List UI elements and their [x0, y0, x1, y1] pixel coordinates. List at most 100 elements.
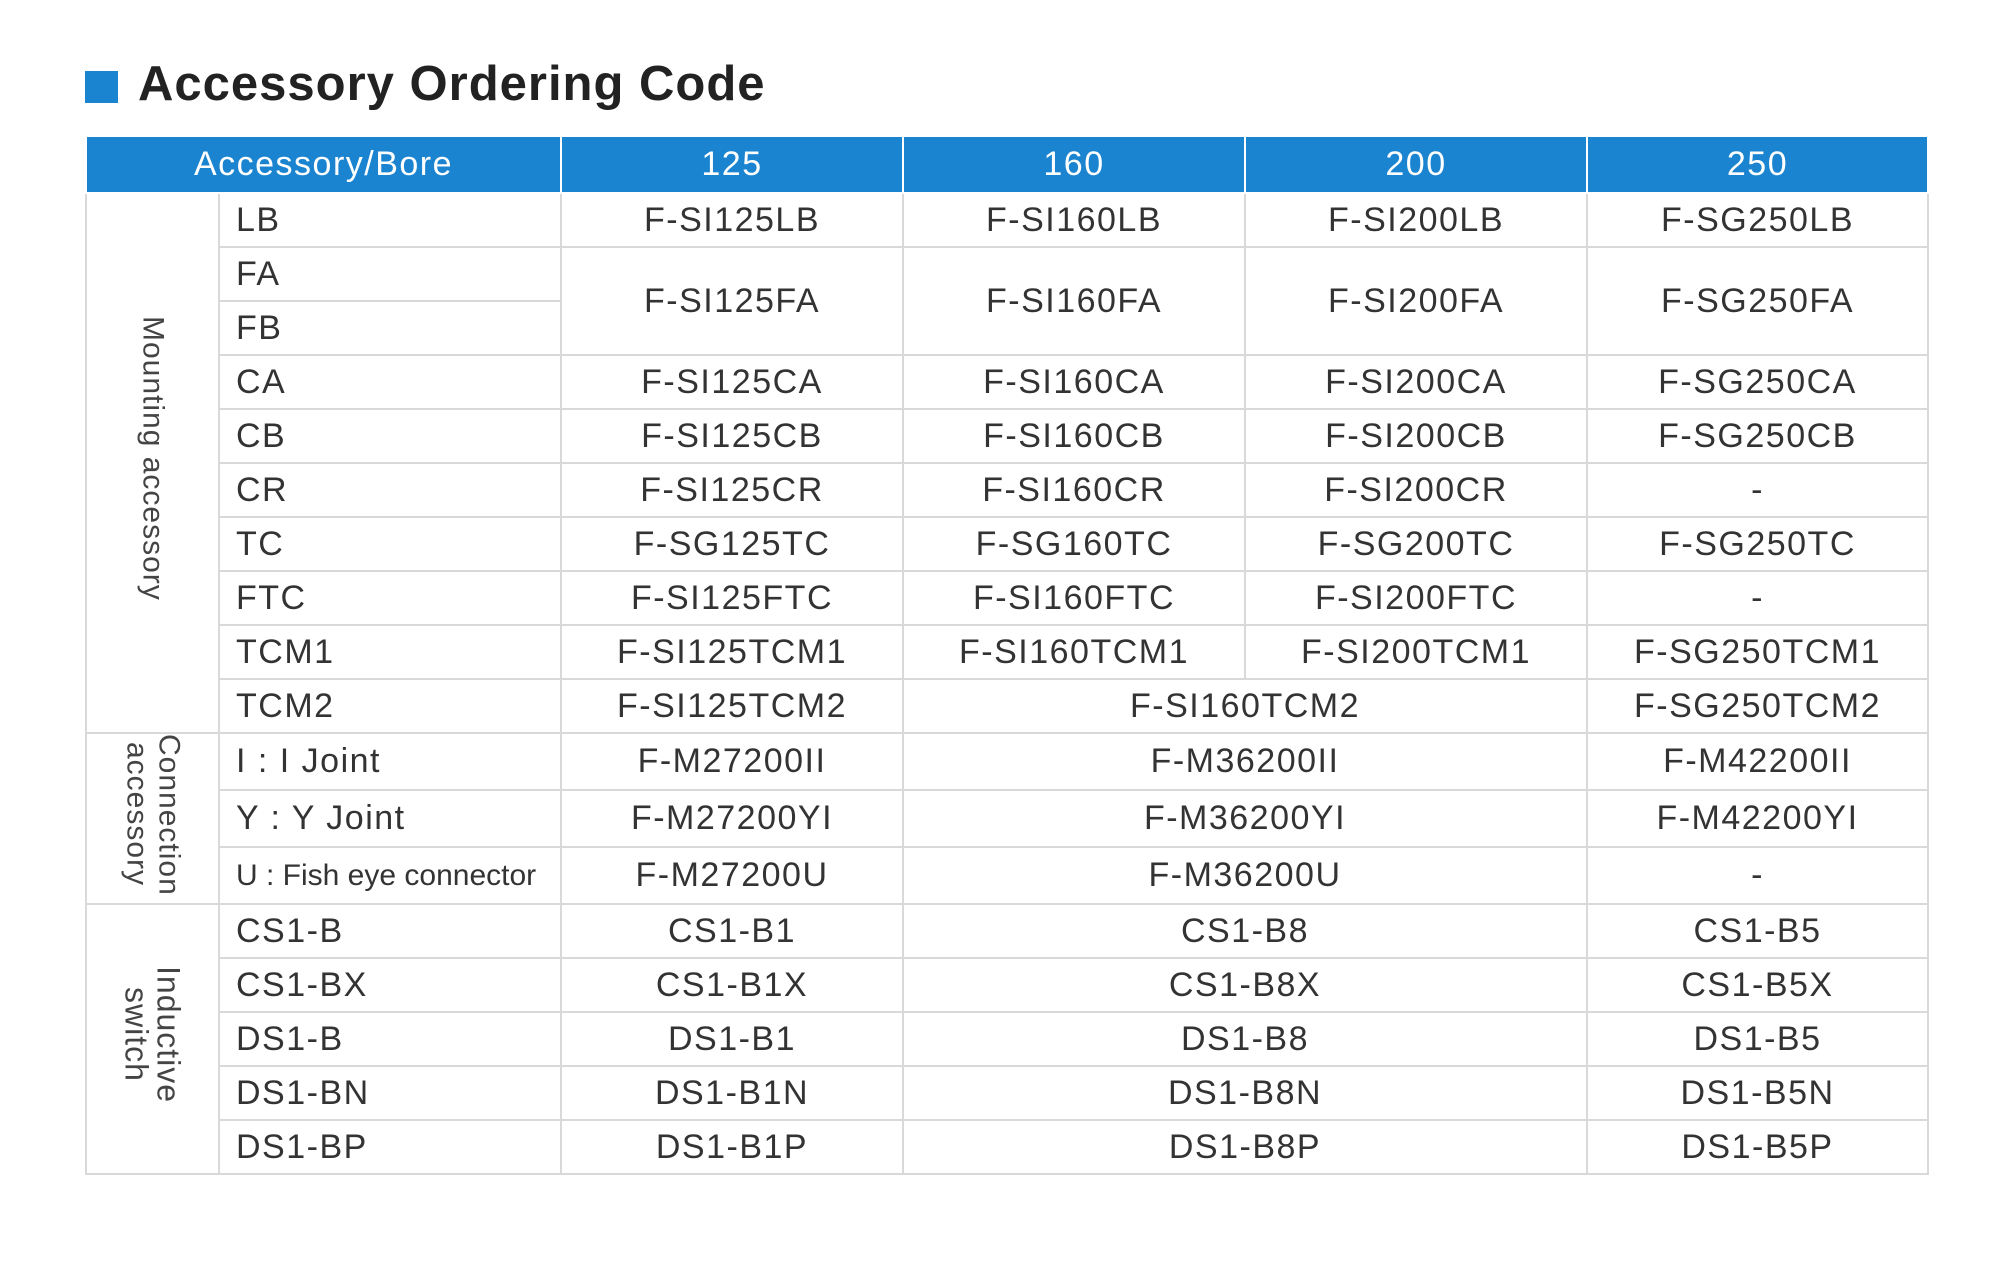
code-cell: CS1-B1 — [560, 903, 904, 959]
code-cell: F-SI160CR — [902, 462, 1246, 518]
header-cell: 160 — [902, 137, 1246, 194]
code-cell: CS1-B1X — [560, 957, 904, 1013]
row-label: U : Fish eye connector — [218, 846, 562, 905]
code-cell: CS1-B8X — [902, 957, 1588, 1013]
ordering-table: Accessory/Bore 125 160 200 250 Mounting acces… — [85, 137, 1929, 1175]
code-cell: F-SI125TCM1 — [560, 624, 904, 680]
code-cell: F-M27200YI — [560, 789, 904, 848]
row-label: FA — [218, 246, 562, 302]
code-cell: F-SI200FA — [1244, 246, 1588, 356]
code-cell: F-SI160FA — [902, 246, 1246, 356]
table-row: CS1-BX CS1-B1X CS1-B8X CS1-B5X — [86, 957, 1929, 1013]
code-cell: F-SI125CR — [560, 462, 904, 518]
code-cell: F-SI160CB — [902, 408, 1246, 464]
group-label: Connection accessory — [120, 734, 186, 896]
code-cell: F-M36200YI — [902, 789, 1588, 848]
header-cell: 250 — [1586, 137, 1929, 194]
table-row: Mounting accessory LB F-SI125LB F-SI160LB F-… — [85, 192, 1929, 734]
code-cell: DS1-B1N — [560, 1065, 904, 1121]
table-body: Accessory/Bore 125 160 200 250 Mounting acces… — [85, 137, 1929, 1175]
row-label: TCM1 — [218, 624, 562, 680]
header-cell: 125 — [560, 137, 904, 194]
code-cell: - — [1586, 570, 1929, 626]
code-cell: F-SI200LB — [1244, 192, 1588, 248]
group-label: Mounting accessory — [136, 316, 170, 601]
code-cell: DS1-B5 — [1586, 1011, 1929, 1067]
table-row: CA F-SI125CA F-SI160CA F-SI200CA F-SG250CA — [86, 354, 1929, 410]
row-label: DS1-B — [218, 1011, 562, 1067]
header-cell: 200 — [1244, 137, 1588, 194]
table-row: FA F-SI125FA F-SI160FA F-SI200FA F-SG250FA — [86, 246, 1929, 356]
code-cell: F-SI125TCM2 — [560, 678, 904, 734]
code-cell: DS1-B5N — [1586, 1065, 1929, 1121]
title: Accessory Ordering Code — [138, 57, 766, 111]
table-row: FTC F-SI125FTC F-SI160FTC F-SI200FTC - — [86, 570, 1929, 626]
code-cell: F-SI125FTC — [560, 570, 904, 626]
table-row: CB F-SI125CB F-SI160CB F-SI200CB F-SG250CB — [86, 408, 1929, 464]
code-cell: F-SI200CB — [1244, 408, 1588, 464]
code-cell: - — [1586, 846, 1929, 905]
code-cell: F-M27200U — [560, 846, 904, 905]
row-label: DS1-BP — [218, 1119, 562, 1175]
row-label: FTC — [218, 570, 562, 626]
code-cell: F-SI125LB — [560, 192, 904, 248]
code-cell: DS1-B1 — [560, 1011, 904, 1067]
table-row: TC F-SG125TC F-SG160TC F-SG200TC F-SG250TC — [86, 516, 1929, 572]
table-row: Inductive switch CS1-B CS1-B1 CS1-B8 CS1-B5 — [85, 903, 1929, 1175]
code-cell: CS1-B5X — [1586, 957, 1929, 1013]
code-cell: F-SI125CB — [560, 408, 904, 464]
code-cell: DS1-B8P — [902, 1119, 1588, 1175]
code-cell: F-SI160TCM1 — [902, 624, 1246, 680]
code-cell: F-SG250TC — [1586, 516, 1929, 572]
row-label: CS1-B — [218, 903, 562, 959]
code-cell: F-SG250TCM1 — [1586, 624, 1929, 680]
code-cell: F-SI125FA — [560, 246, 904, 356]
code-cell: F-SI200TCM1 — [1244, 624, 1588, 680]
code-cell: - — [1586, 462, 1929, 518]
code-cell: DS1-B8 — [902, 1011, 1588, 1067]
header-row: Accessory/Bore 125 160 200 250 — [85, 137, 1929, 194]
table-row: TCM1 F-SI125TCM1 F-SI160TCM1 F-SI200TCM1 F-S… — [86, 624, 1929, 680]
header-cell: Accessory/Bore — [85, 137, 562, 194]
code-cell: F-SI125CA — [560, 354, 904, 410]
code-cell: F-SI160CA — [902, 354, 1246, 410]
code-cell: F-M36200U — [902, 846, 1588, 905]
code-cell: F-SG250TCM2 — [1586, 678, 1929, 734]
code-cell: CS1-B8 — [902, 903, 1588, 959]
title-marker — [85, 71, 118, 103]
row-label: I : I Joint — [218, 732, 562, 791]
table-row: DS1-BP DS1-B1P DS1-B8P DS1-B5P — [86, 1119, 1929, 1175]
code-cell: F-SG250CB — [1586, 408, 1929, 464]
code-cell: DS1-B1P — [560, 1119, 904, 1175]
code-cell: F-SG250FA — [1586, 246, 1929, 356]
group-cell: Connection accessory — [85, 732, 220, 905]
code-cell: F-SG125TC — [560, 516, 904, 572]
table-row: Y : Y Joint F-M27200YI F-M36200YI F-M42200Y… — [86, 789, 1929, 848]
code-cell: F-SI200CA — [1244, 354, 1588, 410]
code-cell: F-M27200II — [560, 732, 904, 791]
code-cell: DS1-B5P — [1586, 1119, 1929, 1175]
row-label: LB — [218, 192, 562, 248]
table-row: Connection accessory I : I Joint F-M27200I… — [85, 732, 1929, 905]
table-row: DS1-BN DS1-B1N DS1-B8N DS1-B5N — [86, 1065, 1929, 1121]
code-cell: F-M42200YI — [1586, 789, 1929, 848]
code-cell: CS1-B5 — [1586, 903, 1929, 959]
code-cell: F-SI160TCM2 — [902, 678, 1588, 734]
row-label: CS1-BX — [218, 957, 562, 1013]
code-cell: F-SG160TC — [902, 516, 1246, 572]
code-cell: F-SG200TC — [1244, 516, 1588, 572]
group-label: Inductive switch — [118, 965, 187, 1104]
table-row: CR F-SI125CR F-SI160CR F-SI200CR - — [86, 462, 1929, 518]
row-label: TC — [218, 516, 562, 572]
row-label: CB — [218, 408, 562, 464]
code-cell: F-M42200II — [1586, 732, 1929, 791]
code-cell: F-M36200II — [902, 732, 1588, 791]
row-label: DS1-BN — [218, 1065, 562, 1121]
table-row: FB — [86, 300, 1928, 356]
table-row: TCM2 F-SI125TCM2 F-SI160TCM2 F-SG250TCM2 — [86, 678, 1929, 734]
group-cell: Inductive switch — [85, 903, 220, 1175]
code-cell: DS1-B8N — [902, 1065, 1588, 1121]
code-cell: F-SG250CA — [1586, 354, 1929, 410]
code-cell: F-SG250LB — [1586, 192, 1929, 248]
